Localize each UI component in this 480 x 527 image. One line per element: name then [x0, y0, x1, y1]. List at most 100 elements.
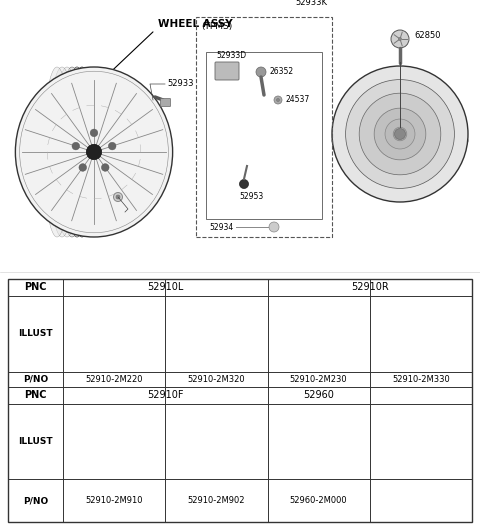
Text: 52910-2M910: 52910-2M910 — [85, 496, 143, 505]
Text: 52910F: 52910F — [147, 391, 183, 401]
Polygon shape — [222, 440, 243, 443]
Polygon shape — [115, 307, 126, 329]
Circle shape — [321, 338, 324, 340]
Circle shape — [91, 453, 94, 456]
Polygon shape — [115, 339, 121, 363]
Circle shape — [104, 431, 125, 452]
Polygon shape — [321, 335, 348, 360]
Circle shape — [84, 412, 144, 472]
Polygon shape — [398, 337, 418, 355]
Polygon shape — [194, 337, 214, 355]
Polygon shape — [324, 334, 348, 339]
Ellipse shape — [374, 108, 426, 160]
Text: 52960-2M000: 52960-2M000 — [290, 496, 348, 505]
Circle shape — [416, 338, 418, 340]
Polygon shape — [93, 337, 120, 363]
Text: ILLUST: ILLUST — [18, 437, 53, 446]
Polygon shape — [221, 329, 245, 335]
Circle shape — [276, 99, 279, 102]
Circle shape — [316, 331, 322, 337]
Polygon shape — [392, 320, 417, 348]
Polygon shape — [115, 338, 128, 361]
Text: WHEEL ASSY: WHEEL ASSY — [158, 19, 233, 29]
Text: 26352: 26352 — [269, 67, 293, 76]
Polygon shape — [422, 338, 435, 361]
Circle shape — [86, 414, 142, 469]
Polygon shape — [423, 335, 450, 360]
Polygon shape — [218, 338, 230, 360]
Circle shape — [317, 326, 320, 328]
Circle shape — [313, 338, 316, 340]
Circle shape — [116, 195, 120, 199]
Polygon shape — [298, 337, 316, 355]
Circle shape — [210, 435, 223, 448]
Circle shape — [420, 326, 422, 328]
Circle shape — [211, 439, 213, 441]
Polygon shape — [119, 329, 143, 334]
Polygon shape — [320, 338, 332, 361]
FancyBboxPatch shape — [8, 279, 472, 522]
Text: ILLUST: ILLUST — [18, 329, 53, 338]
Polygon shape — [395, 335, 417, 349]
Polygon shape — [426, 329, 450, 335]
Circle shape — [111, 331, 117, 337]
Polygon shape — [398, 314, 417, 331]
Ellipse shape — [393, 127, 407, 141]
Polygon shape — [423, 308, 450, 334]
Circle shape — [91, 418, 138, 465]
Circle shape — [423, 338, 426, 340]
Circle shape — [216, 436, 217, 438]
Circle shape — [86, 144, 102, 160]
Polygon shape — [298, 337, 324, 363]
Circle shape — [119, 331, 121, 333]
Polygon shape — [221, 334, 245, 337]
Polygon shape — [422, 307, 433, 329]
Polygon shape — [400, 337, 426, 363]
Text: 52910L: 52910L — [147, 282, 183, 292]
Text: 52933: 52933 — [167, 80, 193, 89]
Ellipse shape — [63, 67, 91, 237]
Polygon shape — [85, 320, 110, 348]
Polygon shape — [190, 335, 213, 349]
Circle shape — [105, 325, 123, 343]
Polygon shape — [190, 320, 212, 333]
Circle shape — [286, 301, 352, 367]
Text: 52910R: 52910R — [351, 282, 389, 292]
Text: P/NO: P/NO — [23, 375, 48, 384]
Circle shape — [418, 331, 424, 337]
Circle shape — [125, 462, 128, 465]
Polygon shape — [219, 421, 237, 438]
Circle shape — [388, 301, 454, 367]
Circle shape — [120, 437, 123, 441]
Polygon shape — [217, 307, 230, 330]
Polygon shape — [114, 305, 121, 329]
Polygon shape — [296, 313, 316, 331]
Circle shape — [91, 427, 94, 431]
Polygon shape — [318, 305, 324, 329]
Circle shape — [113, 192, 122, 201]
Ellipse shape — [43, 67, 71, 237]
Text: P/NO: P/NO — [23, 496, 48, 505]
Polygon shape — [298, 305, 324, 330]
Text: 52933D: 52933D — [216, 51, 246, 60]
Circle shape — [113, 326, 115, 328]
Text: PNC: PNC — [24, 391, 47, 401]
Circle shape — [138, 440, 141, 443]
Polygon shape — [395, 318, 417, 333]
Polygon shape — [320, 307, 331, 329]
Polygon shape — [296, 337, 316, 355]
Polygon shape — [218, 308, 245, 334]
Circle shape — [105, 437, 108, 441]
Polygon shape — [119, 334, 143, 339]
Polygon shape — [195, 337, 222, 363]
Polygon shape — [324, 334, 348, 337]
Polygon shape — [93, 337, 111, 355]
Polygon shape — [426, 334, 450, 337]
Polygon shape — [92, 337, 111, 355]
Ellipse shape — [48, 67, 75, 237]
Polygon shape — [292, 320, 314, 333]
Polygon shape — [318, 339, 326, 363]
Polygon shape — [216, 305, 222, 329]
Circle shape — [100, 418, 103, 421]
Circle shape — [211, 338, 214, 340]
